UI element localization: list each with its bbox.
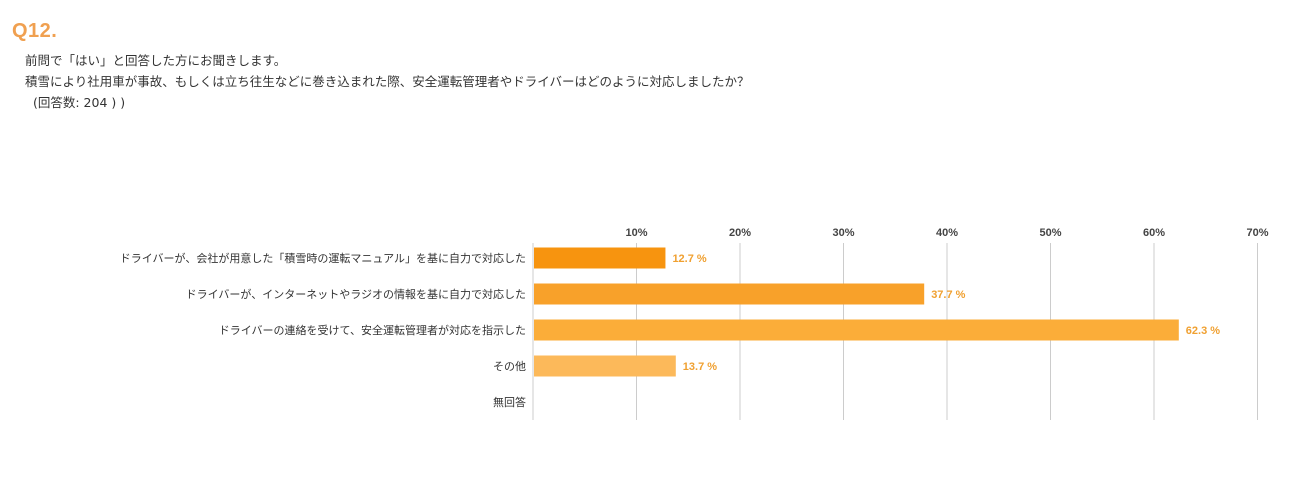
question-line-1: 前問で「はい」と回答した方にお聞きします。 [25, 53, 287, 68]
question-text: 前問で「はい」と回答した方にお聞きします。 積雪により社用車が事故、もしくは立ち… [25, 50, 750, 113]
x-tick-label: 70% [1246, 227, 1268, 239]
question-line-2: 積雪により社用車が事故、もしくは立ち往生などに巻き込まれた際、安全運転管理者やド… [25, 74, 750, 89]
x-tick-label: 60% [1143, 227, 1165, 239]
value-label: 62.3 % [1186, 325, 1220, 337]
category-label: 無回答 [493, 395, 526, 409]
category-label: ドライバーの連絡を受けて、安全運転管理者が対応を指示した [219, 323, 526, 337]
category-label: ドライバーが、会社が用意した「積雪時の運転マニュアル」を基に自力で対応した [120, 251, 526, 265]
value-label: 13.7 % [683, 361, 717, 373]
response-count: (回答数: 204 ) ) [33, 95, 126, 110]
x-tick-label: 50% [1039, 227, 1061, 239]
category-label: その他 [493, 360, 526, 373]
value-label: 12.7 % [672, 253, 706, 265]
x-tick-label: 20% [729, 227, 751, 239]
value-label: 37.7 % [931, 289, 965, 301]
question-number: Q12. [12, 20, 58, 42]
bar [534, 355, 676, 377]
x-tick-label: 40% [936, 227, 958, 239]
category-label: ドライバーが、インターネットやラジオの情報を基に自力で対応した [186, 287, 526, 301]
bar [534, 283, 925, 305]
bar [534, 319, 1179, 341]
x-tick-label: 30% [832, 227, 854, 239]
bar [534, 247, 666, 269]
x-tick-label: 10% [625, 227, 647, 239]
